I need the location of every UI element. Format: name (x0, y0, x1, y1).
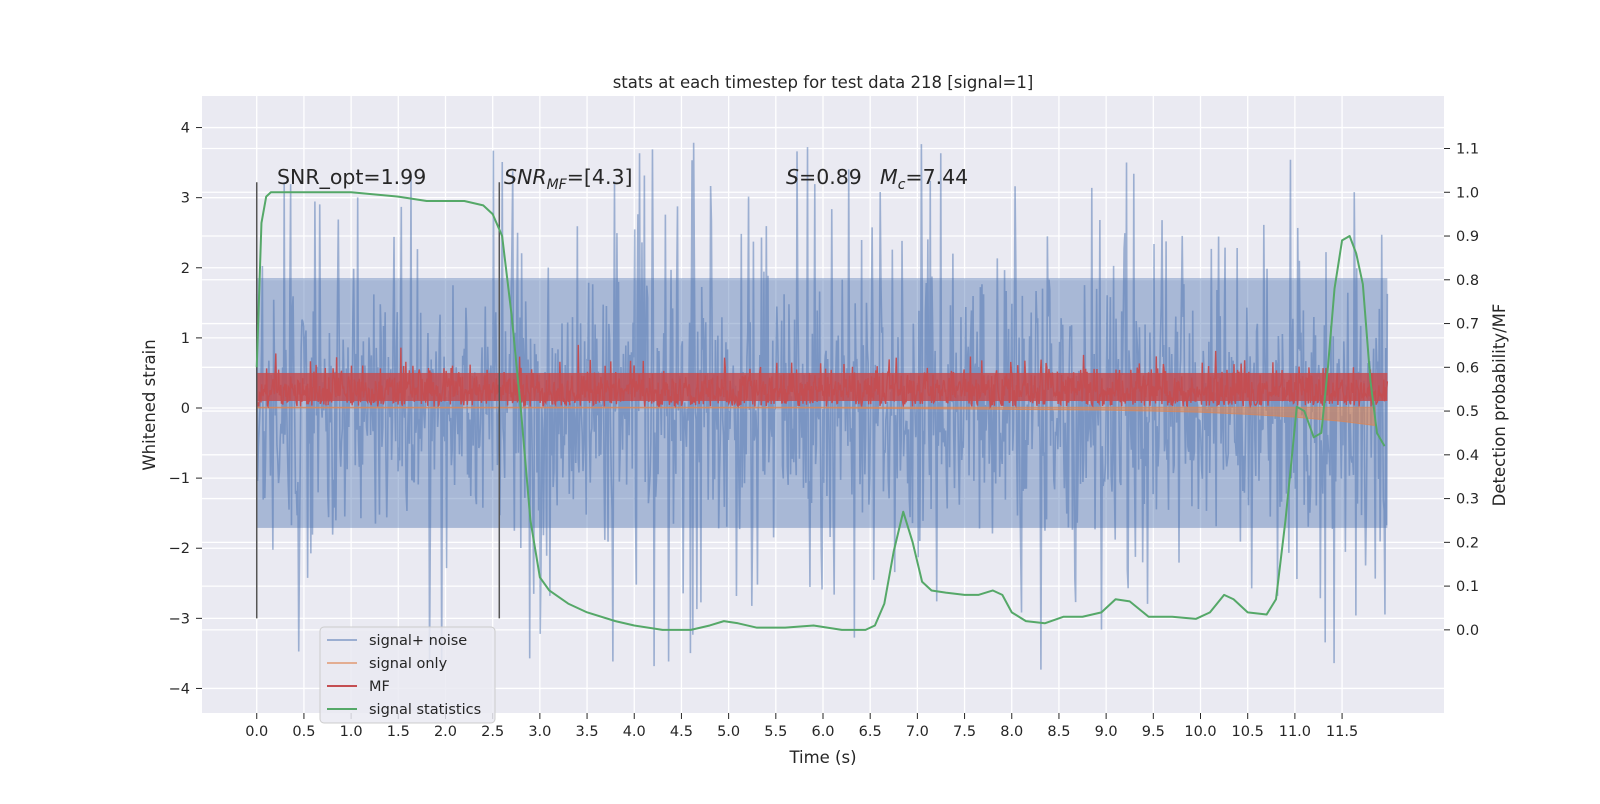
annotation-snr-mf-main: SNR (504, 165, 547, 189)
x-tick-label: 2.5 (481, 724, 504, 740)
y-left-tick-label: −1 (169, 471, 190, 487)
x-tick-label: 7.0 (906, 724, 929, 740)
series-signal-noise-core (256, 278, 1388, 528)
x-tick-label: 1.0 (340, 724, 363, 740)
y-right-tick-label: 0.3 (1456, 492, 1479, 508)
x-tick-label: 4.0 (623, 724, 646, 740)
annotation-s: S=0.89 (786, 165, 862, 189)
x-tick-label: 6.0 (811, 724, 834, 740)
x-tick-label: 11.0 (1279, 724, 1311, 740)
x-tick-label: 1.5 (387, 724, 410, 740)
legend: signal+ noise signal only MF signal stat… (319, 626, 496, 724)
data-layer (255, 142, 1389, 670)
y-axis-right-label: Detection probability/MF (1490, 304, 1509, 507)
legend-label-signal-statistics: signal statistics (369, 702, 481, 718)
y-right-tick-label: 0.8 (1456, 273, 1479, 289)
y-right-tick-label: 0.6 (1456, 360, 1479, 376)
y-axis-right-ticks: 0.0 0.1 0.2 0.3 0.4 0.5 0.6 0.7 0.8 0.9 1.0 1.1 (1444, 142, 1479, 639)
y-right-tick-label: 0.0 (1456, 623, 1479, 639)
y-right-tick-label: 1.0 (1456, 185, 1479, 201)
x-tick-label: 2.0 (434, 724, 457, 740)
y-right-tick-label: 0.1 (1456, 579, 1479, 595)
annotation-s-var: S (786, 165, 799, 189)
series-mf (256, 344, 1389, 410)
x-axis-label: Time (s) (788, 748, 856, 767)
y-right-tick-label: 0.9 (1456, 229, 1479, 245)
annotation-mc-sub: c (898, 177, 906, 193)
series-signal-noise (255, 142, 1389, 670)
annotation-snr-mf-sub: MF (547, 177, 568, 193)
y-left-tick-label: −3 (169, 611, 190, 627)
x-tick-label: 9.0 (1095, 724, 1118, 740)
x-tick-label: 6.5 (859, 724, 882, 740)
annotation-snr-mf-rest: =[4.3] (567, 165, 633, 189)
x-tick-label: 4.5 (670, 724, 693, 740)
x-tick-label: 11.5 (1326, 724, 1358, 740)
x-tick-label: 3.5 (576, 724, 599, 740)
x-tick-label: 3.0 (528, 724, 551, 740)
annotation-mc: Mc=7.44 (880, 165, 968, 193)
x-tick-label: 0.5 (292, 724, 315, 740)
y-axis-left-ticks: −4 −3 −2 −1 0 1 2 3 4 (169, 121, 202, 697)
y-left-tick-label: 2 (181, 261, 190, 277)
legend-label-mf: MF (369, 679, 390, 695)
y-right-tick-label: 0.4 (1456, 448, 1479, 464)
y-axis-left-label: Whitened strain (140, 339, 159, 470)
y-right-tick-label: 1.1 (1456, 142, 1479, 158)
y-left-tick-label: 4 (181, 121, 190, 137)
x-tick-label: 5.5 (764, 724, 787, 740)
series-signal-statistics (255, 191, 1386, 631)
x-tick-label: 10.0 (1184, 724, 1216, 740)
annotation-snr-mf: SNRMF=[4.3] (504, 165, 633, 193)
x-tick-label: 8.5 (1047, 724, 1070, 740)
y-left-tick-label: 0 (181, 401, 190, 417)
y-right-tick-label: 0.7 (1456, 317, 1479, 333)
y-right-tick-label: 0.5 (1456, 404, 1479, 420)
annotation-snr-opt: SNR_opt=1.99 (277, 165, 426, 190)
legend-label-signal-only: signal only (369, 656, 448, 672)
legend-label-signal-noise: signal+ noise (369, 633, 467, 649)
x-tick-label: 10.5 (1232, 724, 1264, 740)
chart-title: stats at each timestep for test data 218… (613, 73, 1034, 92)
annotation-mc-rest: =7.44 (905, 165, 968, 189)
x-tick-label: 9.5 (1142, 724, 1165, 740)
x-tick-label: 0.0 (245, 724, 268, 740)
annotation-s-rest: =0.89 (799, 165, 862, 189)
x-tick-label: 7.5 (953, 724, 976, 740)
annotation-mc-var: M (880, 165, 898, 189)
y-left-tick-label: 3 (181, 191, 190, 207)
y-left-tick-label: 1 (181, 331, 190, 347)
x-axis-ticks: 0.0 0.5 1.0 1.5 2.0 2.5 3.0 3.5 4.0 4.5 5.0 5.5 6.0 6… (245, 713, 1358, 740)
y-left-tick-label: −4 (169, 681, 190, 697)
legend-box (319, 626, 496, 724)
y-left-tick-label: −2 (169, 541, 190, 557)
x-tick-label: 8.0 (1000, 724, 1023, 740)
x-tick-label: 5.0 (717, 724, 740, 740)
y-right-tick-label: 0.2 (1456, 535, 1479, 551)
